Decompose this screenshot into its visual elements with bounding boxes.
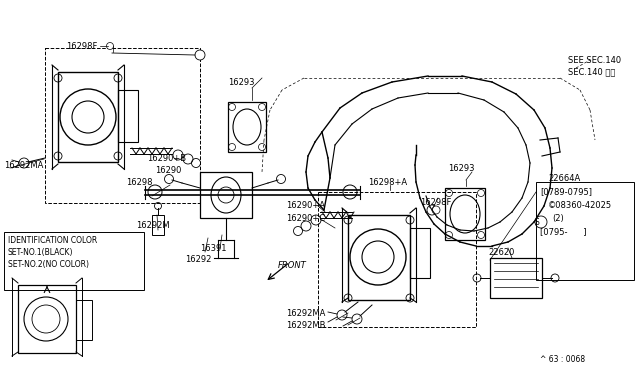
Bar bbox=[76, 300, 92, 340]
Bar bbox=[45, 48, 200, 203]
Text: SEE SEC.140: SEE SEC.140 bbox=[568, 55, 621, 64]
Bar bbox=[4, 232, 144, 290]
Text: 16292M: 16292M bbox=[136, 221, 170, 230]
Circle shape bbox=[106, 42, 113, 49]
Text: 16298: 16298 bbox=[126, 177, 152, 186]
Text: [0789-0795]: [0789-0795] bbox=[540, 187, 592, 196]
Text: 16293: 16293 bbox=[228, 77, 255, 87]
Bar bbox=[410, 228, 430, 278]
Text: 16292MA: 16292MA bbox=[286, 308, 325, 317]
Text: 16292: 16292 bbox=[185, 256, 211, 264]
Text: 16290+B: 16290+B bbox=[147, 154, 186, 163]
Text: 16290: 16290 bbox=[155, 166, 181, 174]
Text: 16292MA: 16292MA bbox=[4, 160, 44, 170]
Bar bbox=[58, 72, 118, 162]
Text: 22620: 22620 bbox=[488, 247, 515, 257]
Bar bbox=[152, 215, 164, 235]
Bar bbox=[445, 188, 485, 240]
Text: SET-NO.2(NO COLOR): SET-NO.2(NO COLOR) bbox=[8, 260, 89, 269]
Circle shape bbox=[343, 185, 357, 199]
Bar bbox=[18, 285, 76, 353]
Text: 16290+A: 16290+A bbox=[286, 201, 325, 209]
Bar bbox=[490, 258, 542, 298]
Circle shape bbox=[427, 205, 437, 215]
Bar bbox=[348, 215, 410, 300]
Text: SEC.140 参照: SEC.140 参照 bbox=[568, 67, 616, 77]
Bar bbox=[118, 90, 138, 142]
Circle shape bbox=[432, 206, 440, 214]
Text: 16292MB: 16292MB bbox=[286, 321, 326, 330]
Text: ©08360-42025: ©08360-42025 bbox=[548, 201, 612, 209]
Text: 16290+C: 16290+C bbox=[286, 214, 325, 222]
Text: [0795-      ]: [0795- ] bbox=[540, 228, 586, 237]
Circle shape bbox=[195, 50, 205, 60]
Text: 22664A: 22664A bbox=[548, 173, 580, 183]
Text: 16391: 16391 bbox=[200, 244, 227, 253]
Text: 16298+A: 16298+A bbox=[368, 177, 407, 186]
Text: 16298F: 16298F bbox=[66, 42, 97, 51]
Text: SET-NO.1(BLACK): SET-NO.1(BLACK) bbox=[8, 247, 74, 257]
Text: S: S bbox=[534, 218, 540, 227]
Bar bbox=[228, 102, 266, 152]
Text: 16298F: 16298F bbox=[420, 198, 451, 206]
Circle shape bbox=[148, 185, 162, 199]
Text: IDENTIFICATION COLOR: IDENTIFICATION COLOR bbox=[8, 235, 97, 244]
Bar bbox=[200, 172, 252, 218]
Bar bbox=[536, 182, 634, 280]
Text: 16293: 16293 bbox=[448, 164, 474, 173]
Bar bbox=[318, 192, 476, 327]
Text: (2): (2) bbox=[552, 214, 564, 222]
Text: FRONT: FRONT bbox=[278, 260, 307, 269]
Text: ^ 63 : 0068: ^ 63 : 0068 bbox=[540, 356, 585, 365]
